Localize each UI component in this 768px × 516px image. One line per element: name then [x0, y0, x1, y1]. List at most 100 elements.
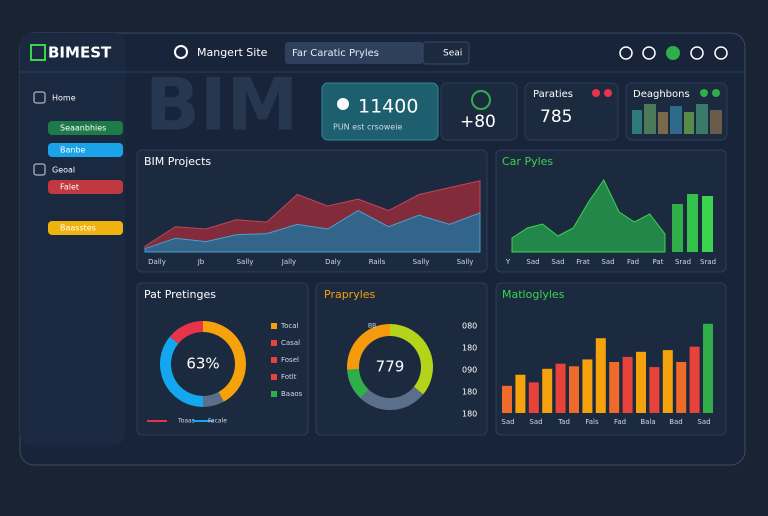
- panel-title: BIM Projects: [144, 155, 211, 168]
- x-tick-label: Srad: [675, 258, 691, 266]
- donut-slice: [159, 336, 203, 407]
- site-menu[interactable]: Mangert Site: [197, 46, 268, 59]
- kpi-title: Deaghbons: [633, 89, 690, 100]
- nav-pill: [48, 221, 123, 235]
- legend-label: Toaas: [177, 418, 195, 425]
- bar: [676, 362, 687, 413]
- bar: [649, 367, 660, 413]
- area: [144, 210, 481, 253]
- x-tick-label: Srad: [700, 258, 716, 266]
- kpi-value: 11400: [358, 96, 418, 118]
- kpi-value: +80: [460, 112, 496, 132]
- nav-item[interactable]: Seaanbhies: [60, 124, 106, 133]
- nav-item[interactable]: Baasstes: [60, 224, 96, 233]
- donut-label: BB: [368, 323, 376, 330]
- x-tick-label: Sally: [457, 258, 474, 266]
- legend-label: Tocal: [280, 322, 299, 330]
- nav-item[interactable]: Falet: [60, 183, 79, 192]
- nav-icon: [33, 163, 46, 176]
- search-box[interactable]: [285, 42, 423, 64]
- axis-label: 180: [462, 410, 477, 419]
- bar: [542, 368, 553, 413]
- bar: [569, 366, 579, 413]
- x-tick-label: Sad: [501, 418, 514, 426]
- legend-swatch: [271, 391, 277, 397]
- dot: [592, 89, 600, 97]
- donut-center: 63%: [186, 355, 219, 373]
- x-tick-label: Sad: [697, 418, 710, 426]
- logo-icon: [30, 44, 46, 61]
- x-tick-label: Daly: [325, 258, 341, 266]
- sidebar: [20, 33, 125, 445]
- x-tick-label: Sad: [526, 258, 539, 266]
- donut-slice: [390, 324, 434, 395]
- nav-icon: [33, 91, 46, 104]
- x-tick-label: Tad: [557, 418, 570, 426]
- x-tick-label: Pat: [653, 258, 664, 266]
- legend-swatch: [271, 323, 277, 329]
- kpi-card: [440, 82, 518, 141]
- legend-swatch: [271, 357, 277, 363]
- nav-item[interactable]: Home: [52, 94, 76, 103]
- user-icon: [337, 98, 349, 110]
- legend-swatch: [271, 340, 277, 346]
- kpi-value: 785: [540, 107, 572, 127]
- x-tick-label: Bad: [669, 418, 683, 426]
- donut-slice: [203, 392, 224, 407]
- x-tick-label: Sally: [413, 258, 430, 266]
- logo: BIMEST: [48, 44, 112, 62]
- x-tick-label: Jb: [197, 258, 205, 266]
- kpi-card: [321, 82, 439, 141]
- icon[interactable]: [690, 46, 704, 60]
- bar: [689, 346, 700, 413]
- donut-slice: [169, 321, 203, 344]
- bar: [528, 382, 539, 413]
- donut-slice: [203, 321, 247, 402]
- x-tick-label: Sad: [601, 258, 614, 266]
- x-tick-label: Sad: [551, 258, 564, 266]
- dot: [712, 89, 720, 97]
- icon[interactable]: [642, 46, 656, 60]
- donut-slice: [360, 386, 424, 411]
- icon[interactable]: [666, 46, 680, 60]
- bar: [609, 362, 620, 413]
- legend-swatch: [271, 374, 277, 380]
- nav-pill: [48, 121, 123, 135]
- x-tick-label: Fals: [585, 418, 599, 426]
- hero-text: BIM: [145, 63, 298, 147]
- panel-title: Pat Pretinges: [144, 288, 216, 301]
- donut-center: 779: [376, 358, 405, 376]
- bar: [703, 323, 713, 413]
- axis-label: 180: [462, 388, 477, 397]
- panel-title: Car Pyles: [502, 155, 553, 168]
- bar: [502, 385, 512, 413]
- legend-line: [147, 420, 167, 422]
- bar: [662, 350, 673, 413]
- x-tick-label: Y: [505, 258, 511, 266]
- bar: [687, 194, 698, 252]
- icon[interactable]: [619, 46, 633, 60]
- x-tick-label: Jally: [281, 258, 296, 266]
- legend-label: Fosel: [281, 356, 299, 364]
- icon[interactable]: [714, 46, 728, 60]
- nav-item[interactable]: Banbe: [60, 146, 86, 155]
- legend-label: Baaos: [281, 390, 303, 398]
- nav-item[interactable]: Geoal: [52, 166, 75, 175]
- x-tick-label: Sally: [237, 258, 254, 266]
- bar: [595, 338, 606, 413]
- search-button[interactable]: [422, 41, 470, 65]
- legend-label: Casal: [281, 339, 300, 347]
- nav-pill: [48, 143, 123, 157]
- search-text: Far Caratic Pryles: [292, 48, 379, 59]
- bar: [582, 359, 593, 413]
- buildings-image: [632, 104, 722, 134]
- panel: [315, 282, 488, 436]
- x-tick-label: Rails: [369, 258, 386, 266]
- legend-label: Facale: [208, 418, 227, 425]
- search-icon: [174, 45, 188, 59]
- gauge-icon: [471, 90, 491, 110]
- x-tick-label: Frat: [576, 258, 590, 266]
- x-tick-label: Sad: [529, 418, 542, 426]
- bar: [672, 204, 683, 252]
